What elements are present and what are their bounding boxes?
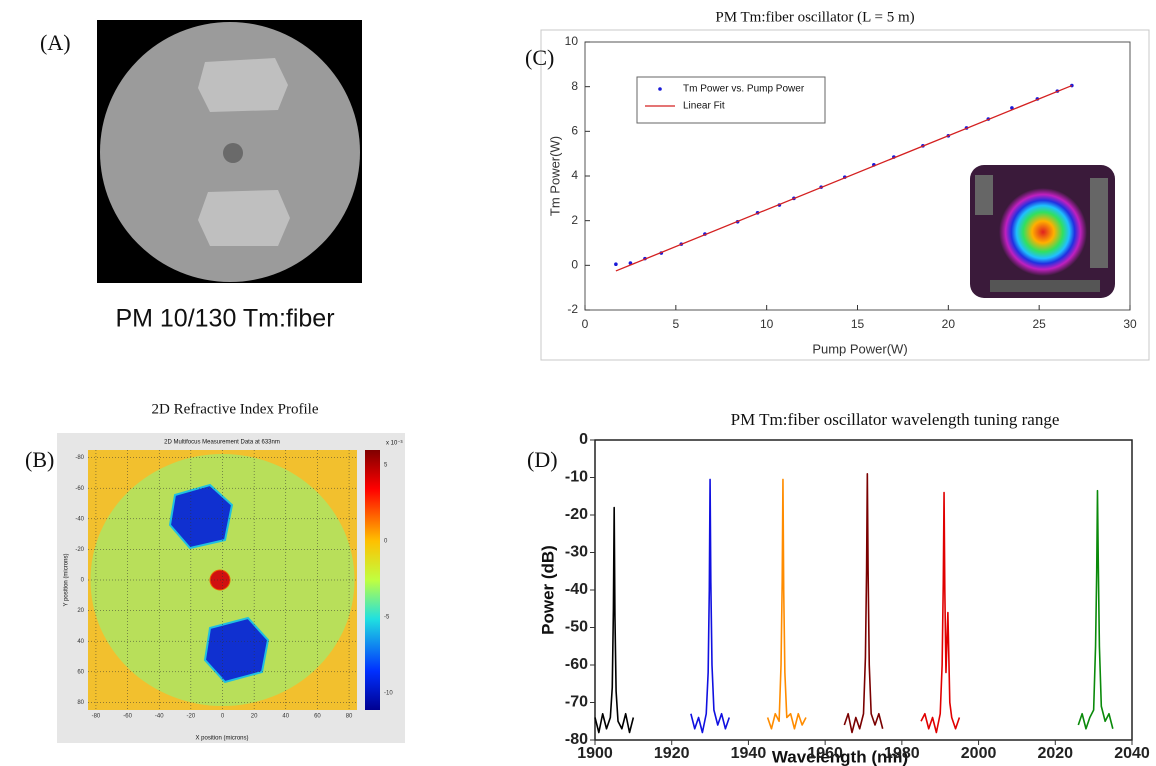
legend-label: Tm Power vs. Pump Power: [683, 84, 805, 95]
y-tick-label: 0: [81, 578, 85, 584]
x-tick-label: -40: [155, 714, 164, 720]
panel-d: (D) PM Tm:fiber oscillator wavelength tu…: [527, 410, 1150, 766]
inset-noise: [990, 280, 1100, 292]
y-tick-label: 10: [565, 34, 579, 48]
y-tick-label: -60: [75, 486, 84, 492]
data-point: [1010, 106, 1014, 110]
series-line: [615, 84, 1073, 272]
x-tick-label: -60: [123, 714, 132, 720]
y-tick-label: 2: [571, 213, 578, 227]
panel-label: (C): [525, 45, 554, 70]
x-tick-label: -80: [92, 714, 101, 720]
caption: PM 10/130 Tm:fiber: [115, 305, 334, 333]
y-tick-label: 0: [571, 258, 578, 272]
x-tick-label: 25: [1032, 317, 1046, 331]
x-tick-label: 1900: [577, 745, 613, 762]
chart-title: PM Tm:fiber oscillator (L = 5 m): [715, 9, 914, 25]
y-tick-label: 20: [77, 608, 84, 614]
beam-spot: [999, 188, 1087, 276]
y-tick-label: 4: [571, 168, 578, 182]
x-tick-label: 2040: [1114, 745, 1150, 762]
y-axis-label: Tm Power(W): [547, 136, 562, 216]
y-tick-label: -20: [75, 547, 84, 553]
legend-swatch: [658, 87, 662, 91]
x-tick-label: 1920: [654, 745, 690, 762]
panel-a: (A) PM 10/130 Tm:fiber: [40, 20, 362, 333]
y-tick-label: 0: [579, 431, 588, 448]
panel-title: 2D Refractive Index Profile: [151, 401, 318, 417]
colorbar-scale: x 10⁻³: [386, 441, 403, 447]
y-tick-label: 80: [77, 700, 84, 706]
panel-c: (C) PM Tm:fiber oscillator (L = 5 m) Pum…: [525, 9, 1150, 361]
x-axis-label: X position (microns): [195, 736, 248, 742]
y-tick-label: 6: [571, 124, 578, 138]
x-tick-label: 1960: [807, 745, 843, 762]
data-point: [614, 262, 618, 267]
y-tick-label: -40: [565, 581, 588, 598]
x-tick-label: 2020: [1037, 745, 1073, 762]
x-axis-label: Pump Power(W): [812, 341, 907, 356]
y-tick-label: -60: [565, 656, 588, 673]
plot-title: 2D Multifocus Measurement Data at 633nm: [164, 440, 280, 446]
series-line: [690, 478, 731, 734]
colorbar-tick-label: -5: [384, 615, 390, 621]
y-tick-label: -20: [565, 506, 588, 523]
y-tick-label: 60: [77, 669, 84, 675]
series-line: [594, 506, 635, 734]
stress-rod: [198, 190, 290, 246]
stress-rod-region: [168, 483, 234, 550]
x-tick-label: 15: [851, 317, 865, 331]
x-tick-label: 20: [251, 714, 258, 720]
y-tick-label: 8: [571, 79, 578, 93]
x-tick-label: 60: [314, 714, 321, 720]
y-tick-label: -80: [565, 731, 588, 748]
y-tick-label: -30: [565, 544, 588, 561]
colorbar-tick-label: 5: [384, 463, 388, 469]
x-tick-label: 0: [221, 714, 225, 720]
y-tick-label: -80: [75, 455, 84, 461]
legend-label: Linear Fit: [683, 101, 725, 112]
y-tick-label: -10: [565, 469, 588, 486]
y-tick-label: -40: [75, 516, 84, 522]
x-tick-label: 30: [1123, 317, 1137, 331]
y-tick-label: -2: [567, 302, 578, 316]
y-tick-label: -50: [565, 619, 588, 636]
x-tick-label: 20: [942, 317, 956, 331]
colorbar-tick-label: 0: [384, 539, 388, 545]
series-line: [920, 491, 961, 734]
x-tick-label: 5: [672, 317, 679, 331]
x-axis-label: Wavelength (nm): [772, 747, 908, 766]
series-line: [766, 478, 807, 730]
legend-box: [636, 76, 826, 124]
panel-label: (A): [40, 30, 71, 55]
series-line: [1077, 489, 1114, 730]
y-tick-label: 40: [77, 639, 84, 645]
colorbar: [365, 450, 380, 710]
y-axis-label: Y position (microns): [64, 554, 70, 607]
x-tick-label: 2000: [961, 745, 997, 762]
x-tick-label: 1980: [884, 745, 920, 762]
x-tick-label: 10: [760, 317, 774, 331]
x-tick-label: 40: [282, 714, 289, 720]
x-tick-label: 1940: [731, 745, 767, 762]
x-tick-label: 0: [582, 317, 589, 331]
panel-label: (B): [25, 447, 54, 472]
x-tick-label: 80: [346, 714, 353, 720]
x-tick-label: -20: [187, 714, 196, 720]
inset-noise: [1090, 178, 1108, 268]
fiber-core: [223, 143, 243, 163]
panel-label: (D): [527, 447, 558, 472]
panel-b: (B) 2D Refractive Index Profile 2D Multi…: [25, 401, 405, 743]
stress-rod: [198, 58, 288, 112]
chart-title: PM Tm:fiber oscillator wavelength tuning…: [731, 410, 1060, 429]
colorbar-tick-label: -10: [384, 691, 393, 697]
series-line: [843, 472, 884, 734]
inset-noise: [975, 175, 993, 215]
y-axis-label: Power (dB): [538, 545, 557, 635]
y-tick-label: -70: [565, 694, 588, 711]
